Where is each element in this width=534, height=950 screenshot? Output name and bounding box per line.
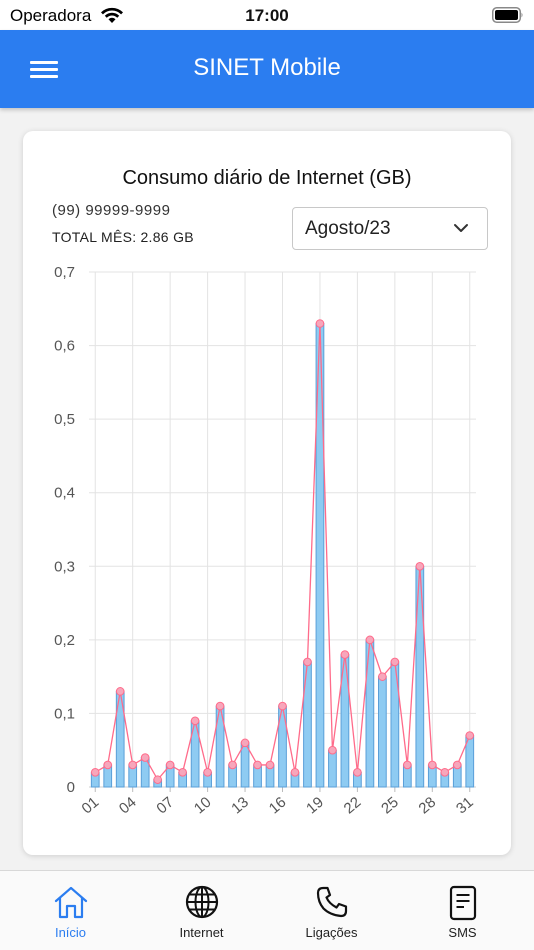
x-tick-label: 01 (78, 794, 102, 818)
point-day-27 (415, 561, 425, 571)
hamburger-menu-icon (30, 61, 58, 64)
nav-item-inicio[interactable]: Início (4, 871, 137, 950)
point-day-26 (403, 760, 412, 770)
total-value: 2.86 GB (140, 229, 194, 245)
nav-item-label: Início (54, 925, 87, 940)
globe-icon (185, 885, 218, 919)
y-tick-label: 0,2 (54, 632, 75, 649)
point-day-13 (240, 738, 250, 748)
wifi-icon (101, 7, 123, 23)
month-select-value: Agosto/23 (305, 218, 391, 239)
x-tick-label: 10 (191, 794, 215, 818)
point-day-28 (428, 760, 437, 770)
home-icon (54, 886, 87, 919)
x-tick-label: 16 (266, 794, 290, 818)
app-bar: SINET Mobile (0, 30, 534, 108)
point-day-07 (165, 760, 175, 770)
x-tick-label: 13 (228, 794, 252, 818)
x-tick-label: 19 (303, 794, 327, 818)
carrier-label: Operadora (10, 6, 92, 25)
bottom-nav: Início Internet Ligações SMS (0, 870, 534, 950)
point-day-30 (452, 760, 462, 770)
menu-button[interactable] (22, 52, 66, 86)
daily-usage-chart: 0 0,1 0,2 0,3 0,4 0,5 0,6 0,7 01 04 07 10 13 16 19 22 25… (54, 264, 477, 818)
battery-icon (492, 7, 523, 23)
bar-day-20 (328, 749, 337, 788)
x-tick-label: 07 (153, 794, 177, 818)
nav-item-internet[interactable]: Internet (135, 871, 268, 950)
y-tick-label: 0,5 (54, 411, 75, 428)
point-day-03 (115, 687, 125, 696)
point-day-22 (353, 767, 362, 777)
point-day-20 (328, 745, 337, 755)
point-day-25 (390, 657, 400, 667)
total-label: TOTAL MÊS: (52, 229, 137, 245)
y-tick-label: 0,6 (54, 338, 75, 355)
point-day-14 (253, 760, 262, 770)
bar-day-13 (240, 742, 250, 788)
chevron-down-icon (454, 224, 468, 232)
point-day-24 (378, 672, 387, 681)
bar-day-24 (378, 676, 387, 788)
y-tick-label: 0,3 (54, 558, 75, 575)
nav-item-ligacoes[interactable]: Ligações (265, 871, 398, 950)
usage-card: Consumo diário de Internet (GB) (99) 999… (23, 131, 511, 855)
point-day-29 (440, 767, 450, 777)
point-day-23 (365, 635, 375, 645)
point-day-05 (140, 753, 150, 762)
x-tick-label: 31 (453, 794, 477, 818)
phone-number: (99) 99999-9999 (52, 202, 171, 219)
point-day-12 (228, 760, 237, 770)
x-tick-label: 28 (416, 794, 440, 818)
y-tick-label: 0,4 (54, 485, 75, 502)
chart-title: Consumo diário de Internet (GB) (122, 167, 412, 189)
nav-item-sms[interactable]: SMS (396, 871, 529, 950)
nav-item-label: Internet (179, 925, 224, 940)
y-tick-label: 0 (67, 779, 75, 796)
point-day-09 (190, 716, 200, 726)
x-tick-label: 25 (378, 794, 402, 818)
nav-item-label: SMS (448, 925, 477, 940)
y-tick-label: 0,1 (54, 705, 75, 722)
point-day-06 (153, 775, 162, 784)
message-icon (449, 885, 476, 921)
status-bar: Operadora 17:00 (0, 0, 534, 30)
phone-icon (316, 886, 347, 918)
point-day-10 (203, 767, 212, 777)
monthly-total: TOTAL MÊS: 2.86 GB (52, 229, 194, 245)
app-title: SINET Mobile (193, 54, 341, 81)
point-day-21 (340, 650, 350, 659)
clock: 17:00 (245, 6, 289, 25)
point-day-02 (103, 760, 113, 770)
point-day-31 (465, 731, 475, 740)
point-day-16 (278, 701, 287, 711)
point-day-15 (265, 760, 275, 770)
point-day-11 (215, 701, 225, 711)
month-select[interactable]: Agosto/23 (292, 207, 488, 250)
y-tick-label: 0,7 (54, 264, 75, 281)
x-tick-label: 22 (341, 794, 365, 818)
point-day-04 (128, 760, 137, 770)
point-day-19 (315, 319, 325, 328)
point-day-01 (90, 767, 100, 777)
nav-item-label: Ligações (305, 925, 358, 940)
x-tick-label: 04 (116, 794, 140, 818)
point-day-18 (303, 657, 312, 667)
point-day-17 (290, 767, 300, 777)
point-day-08 (178, 767, 187, 777)
